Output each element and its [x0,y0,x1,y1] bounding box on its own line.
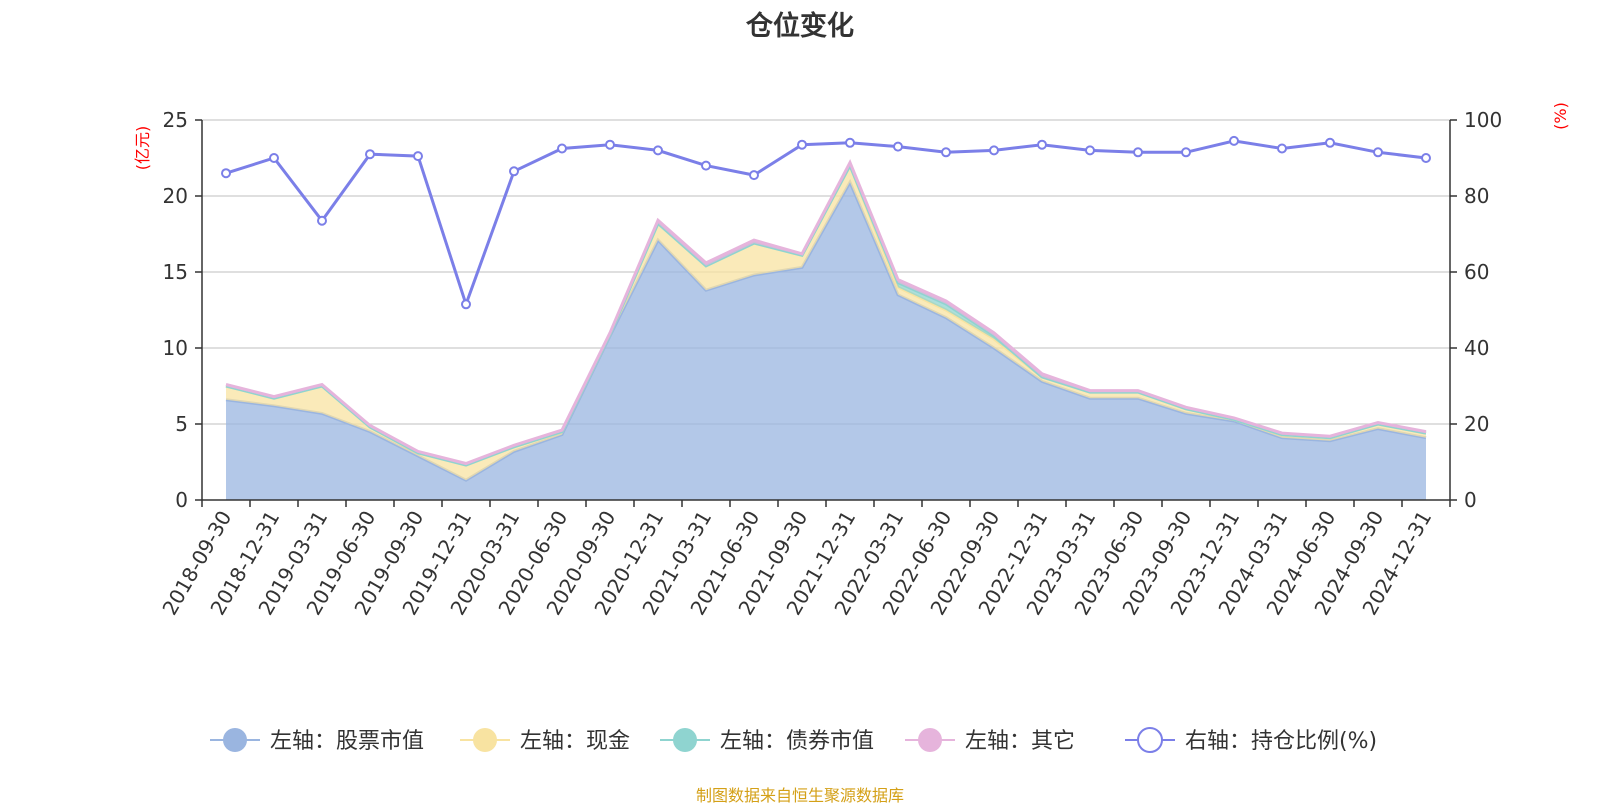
ratio-point [1421,153,1431,163]
legend-marker-icon [1137,727,1163,753]
ratio-point [653,145,663,156]
legend-label: 右轴：持仓比例(%) [1185,729,1377,754]
ratio-line-series [221,135,1431,310]
legend-label: 左轴：现金 [520,729,630,754]
area-series [225,159,1427,501]
ratio-point [1229,135,1239,146]
left-axis-tick-label: 15 [163,260,188,284]
left-axis-tick-label: 5 [175,412,188,436]
area-edge-左轴股票市值 [225,178,1427,482]
ratio-point [365,149,375,160]
right-axis-tick-label: 20 [1464,412,1489,436]
right-axis-tick-label: 40 [1464,336,1489,360]
right-axis-tick-label: 60 [1464,260,1489,284]
ratio-point [749,170,759,181]
source-note: 制图数据来自恒生聚源数据库 [695,786,904,805]
legend-label: 左轴：股票市值 [270,729,424,754]
legend-marker-icon [473,728,497,752]
right-axis-tick-label: 0 [1464,488,1477,512]
legend-label: 左轴：债券市值 [720,729,874,754]
ratio-point [1133,147,1143,158]
ratio-point [605,139,615,150]
ratio-point [1085,145,1095,156]
ratio-point [461,299,471,310]
ratio-point [989,145,999,156]
ratio-point [509,166,519,177]
legend-marker-icon [673,728,697,752]
legend: 左轴：股票市值 左轴：现金 左轴：债券市值 左轴：其它 右轴：持仓比例(%) [210,727,1377,754]
ratio-point [1325,137,1335,148]
right-axis-tick-label: 80 [1464,184,1489,208]
ratio-point [1037,139,1047,150]
area-edge-左轴其它 [225,159,1427,466]
ratio-point [797,139,807,150]
right-axis-tick-label: 100 [1464,108,1502,132]
chart-title: 仓位变化 [746,11,854,42]
ratio-point [1181,147,1191,158]
ratio-point [557,143,567,154]
ratio-point [1373,147,1383,158]
left-axis-tick-label: 20 [163,184,188,208]
legend-label: 左轴：其它 [965,729,1075,754]
area-fill-左轴股票市值 [226,182,1426,501]
left-axis-tick-label: 0 [175,488,188,512]
left-axis-unit: (亿元) [133,126,152,171]
legend-marker-icon [223,728,247,752]
ratio-point [941,147,951,158]
ratio-point [1277,143,1287,154]
right-axis-unit: (%) [1551,102,1570,130]
left-axis-tick-label: 25 [163,108,188,132]
ratio-point [893,141,903,152]
legend-marker-icon [918,728,942,752]
left-axis-tick-label: 10 [163,336,188,360]
ratio-point [269,153,279,163]
ratio-point [701,160,711,171]
ratio-point [413,151,423,162]
ratio-point [221,168,231,179]
ratio-point [845,137,855,148]
ratio-line [225,139,1427,309]
ratio-point [317,215,327,226]
